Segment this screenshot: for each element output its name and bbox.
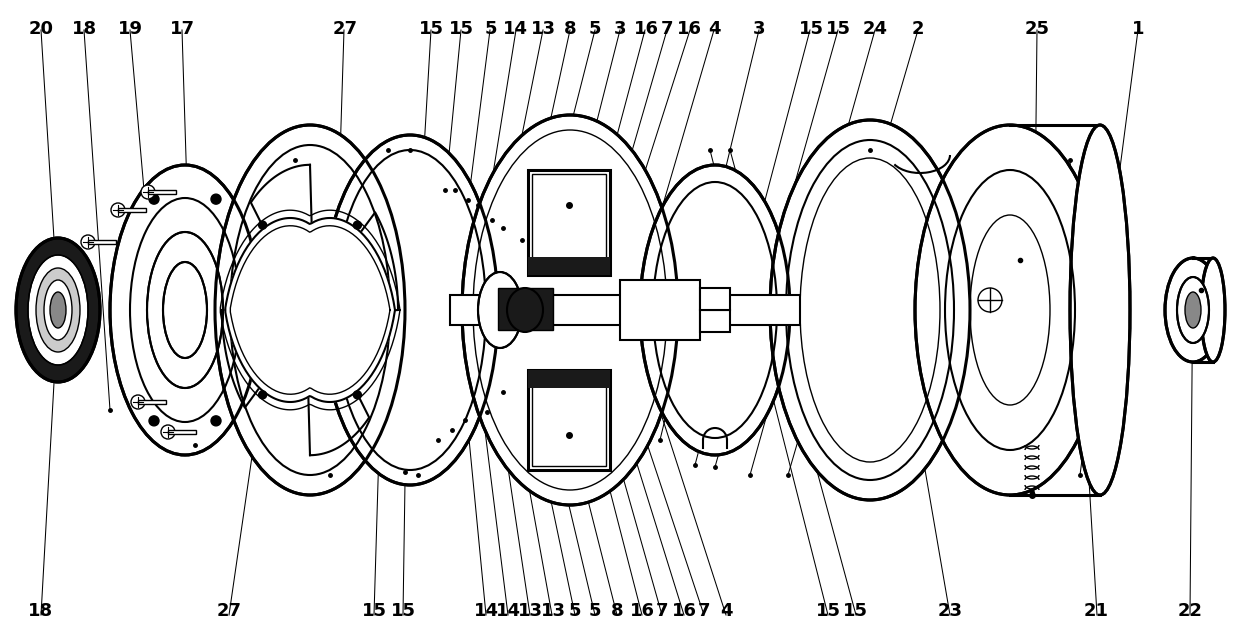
Text: 7: 7 (661, 20, 673, 38)
Bar (528, 370, 610, 388)
Circle shape (149, 416, 159, 426)
Text: 15: 15 (799, 20, 823, 38)
Text: 17: 17 (170, 20, 195, 38)
Text: 5: 5 (589, 20, 601, 38)
Bar (532, 174, 606, 271)
Text: 4: 4 (720, 602, 733, 620)
Ellipse shape (463, 115, 678, 505)
Text: 2: 2 (911, 20, 924, 38)
Ellipse shape (50, 292, 66, 328)
Text: 13: 13 (531, 20, 556, 38)
Text: 7: 7 (656, 602, 668, 620)
Bar (498, 288, 553, 330)
Circle shape (211, 416, 221, 426)
Text: 15: 15 (391, 602, 415, 620)
Ellipse shape (915, 125, 1105, 495)
Text: 15: 15 (816, 602, 841, 620)
Polygon shape (88, 240, 117, 244)
Text: 15: 15 (419, 20, 444, 38)
Text: 13: 13 (518, 602, 543, 620)
Circle shape (161, 425, 175, 439)
Ellipse shape (1185, 292, 1202, 328)
Ellipse shape (148, 232, 223, 388)
Text: 21: 21 (1084, 602, 1109, 620)
Polygon shape (167, 430, 196, 434)
Ellipse shape (770, 120, 970, 500)
Bar (620, 280, 701, 340)
Circle shape (149, 194, 159, 204)
Text: 18: 18 (72, 20, 97, 38)
Ellipse shape (322, 135, 498, 485)
Bar (528, 257, 610, 275)
Text: 20: 20 (29, 20, 53, 38)
Text: 5: 5 (485, 20, 497, 38)
Text: 24: 24 (863, 20, 888, 38)
Polygon shape (118, 208, 146, 212)
Text: 15: 15 (362, 602, 387, 620)
Ellipse shape (29, 255, 88, 365)
Bar (528, 370, 610, 470)
Bar (701, 310, 730, 332)
Text: 15: 15 (843, 602, 868, 620)
Ellipse shape (1166, 258, 1221, 362)
Polygon shape (138, 400, 166, 404)
Text: 8: 8 (564, 20, 577, 38)
Text: 1: 1 (1132, 20, 1145, 38)
Text: 16: 16 (677, 20, 702, 38)
Text: 25: 25 (1024, 20, 1049, 38)
Text: 4: 4 (708, 20, 720, 38)
Bar (528, 170, 610, 275)
Text: 3: 3 (753, 20, 765, 38)
Text: 18: 18 (29, 602, 53, 620)
Circle shape (353, 221, 361, 229)
Ellipse shape (36, 268, 81, 352)
Ellipse shape (640, 165, 790, 455)
Circle shape (112, 203, 125, 217)
Ellipse shape (477, 272, 522, 348)
Text: 14: 14 (496, 602, 521, 620)
Text: 7: 7 (698, 602, 711, 620)
Circle shape (211, 194, 221, 204)
Text: 27: 27 (332, 20, 357, 38)
Ellipse shape (507, 288, 543, 332)
Text: 23: 23 (937, 602, 962, 620)
Text: 5: 5 (589, 602, 601, 620)
Polygon shape (226, 218, 396, 402)
Ellipse shape (1202, 258, 1225, 362)
Circle shape (141, 185, 155, 199)
Text: 22: 22 (1178, 602, 1203, 620)
Ellipse shape (16, 238, 100, 382)
Text: 14: 14 (503, 20, 528, 38)
Circle shape (131, 395, 145, 409)
Text: 15: 15 (449, 20, 474, 38)
Text: 13: 13 (541, 602, 565, 620)
Ellipse shape (110, 165, 260, 455)
Bar (701, 288, 730, 310)
Bar (532, 374, 606, 466)
Text: 5: 5 (569, 602, 582, 620)
Circle shape (259, 221, 267, 229)
Circle shape (81, 235, 95, 249)
Circle shape (259, 391, 267, 399)
Text: 14: 14 (474, 602, 498, 620)
Text: 19: 19 (118, 20, 143, 38)
Ellipse shape (1177, 277, 1209, 343)
Ellipse shape (43, 280, 72, 340)
Bar (450, 295, 800, 325)
Text: 27: 27 (217, 602, 242, 620)
Circle shape (353, 391, 361, 399)
Text: 3: 3 (614, 20, 626, 38)
Polygon shape (148, 190, 176, 194)
Text: 16: 16 (634, 20, 658, 38)
Ellipse shape (215, 125, 405, 495)
Text: 8: 8 (611, 602, 624, 620)
Ellipse shape (162, 262, 207, 358)
Text: 15: 15 (826, 20, 851, 38)
Text: 16: 16 (672, 602, 697, 620)
Text: 16: 16 (630, 602, 655, 620)
Ellipse shape (1070, 125, 1130, 495)
